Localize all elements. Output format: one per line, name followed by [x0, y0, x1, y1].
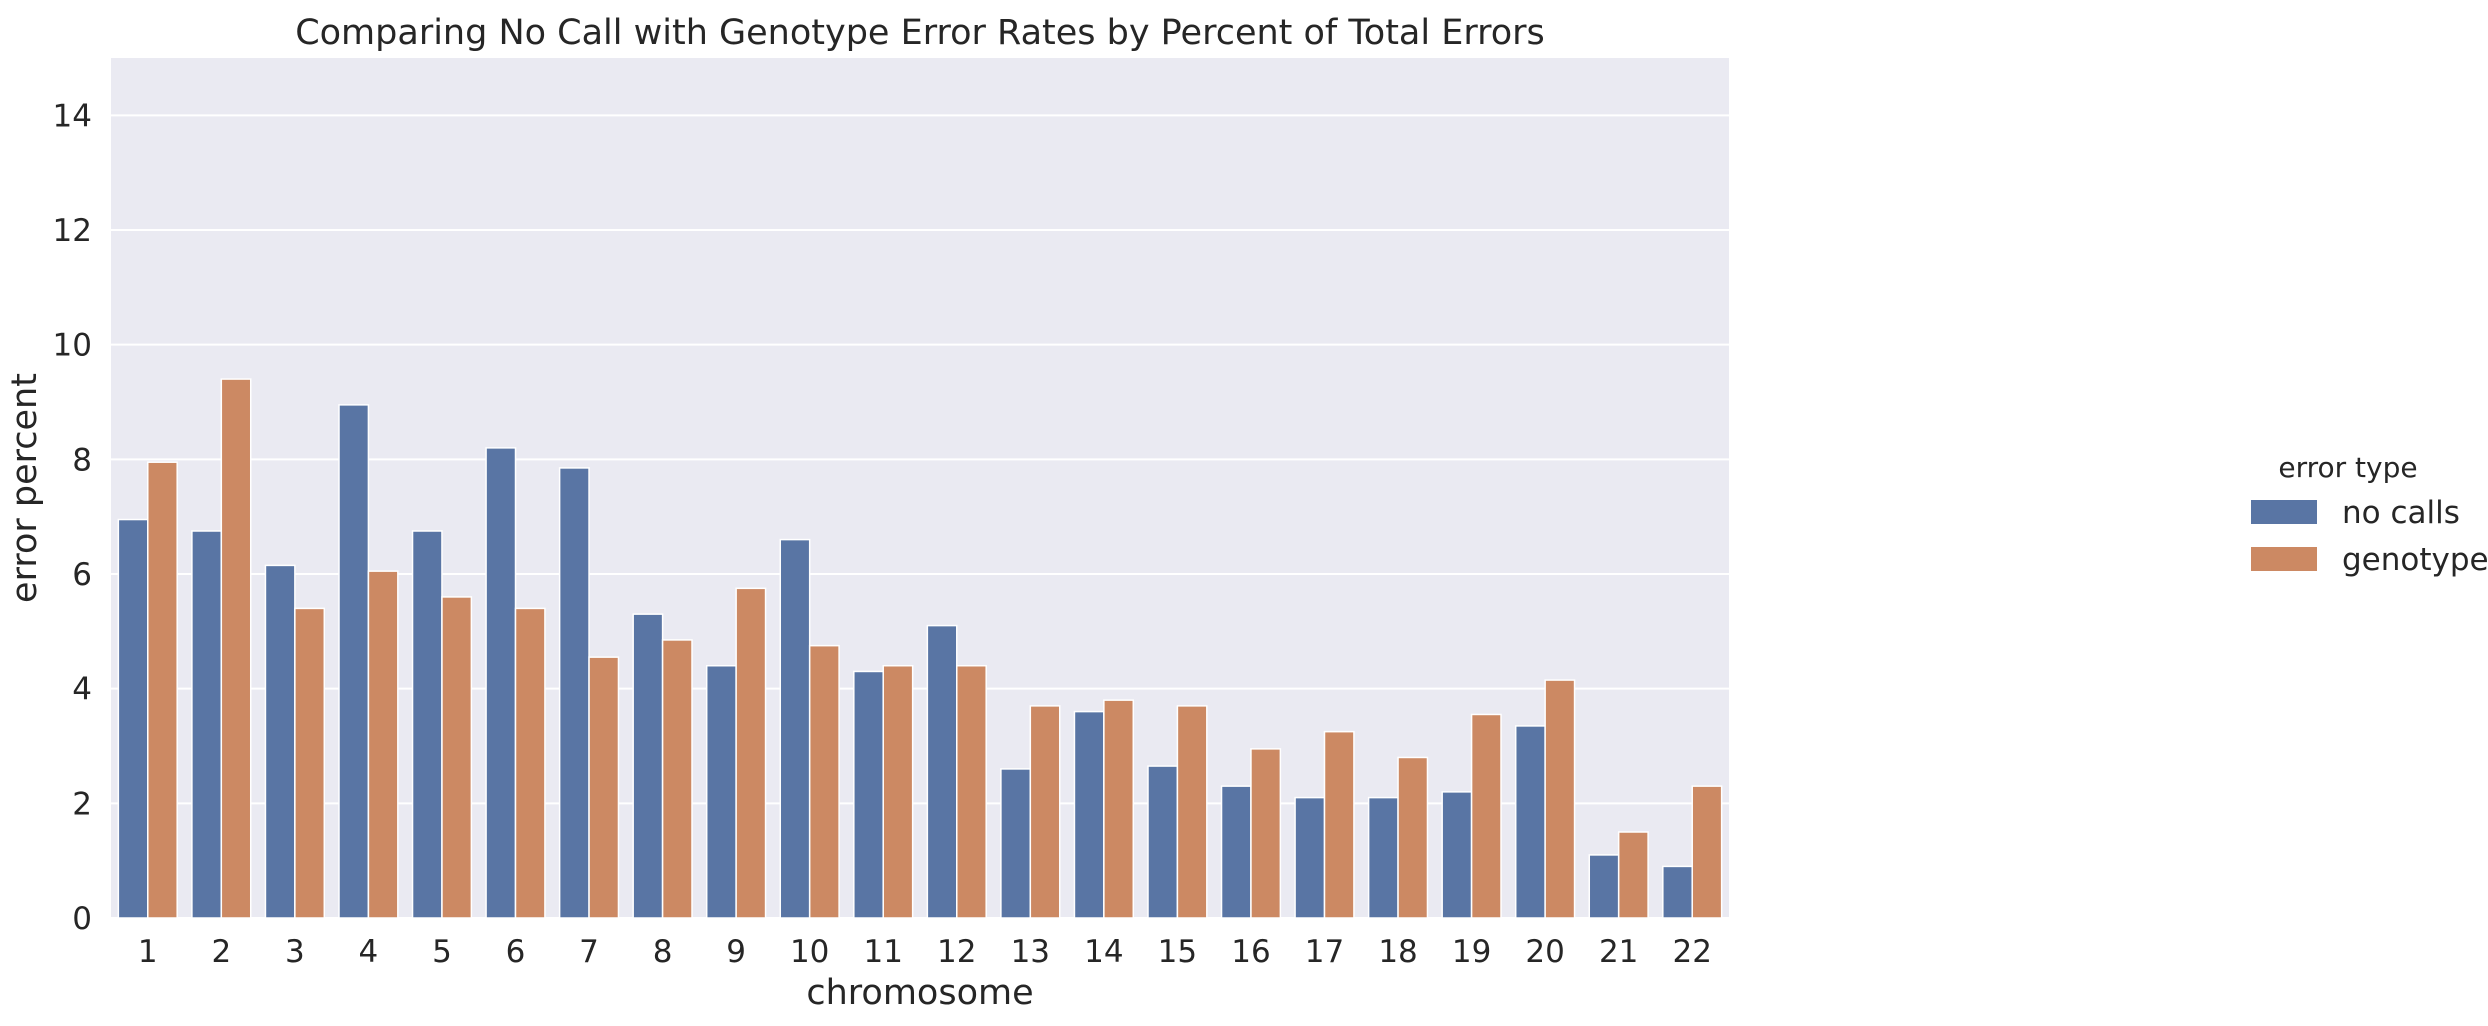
y-tick-label: 4 — [72, 672, 92, 708]
legend-label: genotype — [2342, 542, 2488, 578]
legend-label: no calls — [2342, 495, 2460, 531]
bar-no-calls-20 — [1514, 725, 1546, 919]
x-tick-label: 2 — [211, 934, 231, 970]
x-tick-label: 14 — [1084, 934, 1123, 970]
bar-no-calls-18 — [1367, 796, 1399, 919]
bar-genotype-11 — [882, 664, 914, 919]
bar-no-calls-19 — [1441, 791, 1473, 919]
bar-genotype-22 — [1691, 785, 1723, 919]
bar-no-calls-1 — [117, 518, 149, 919]
bar-no-calls-6 — [485, 447, 517, 919]
bar-genotype-16 — [1250, 748, 1282, 919]
y-tick-label: 2 — [72, 786, 92, 822]
x-tick-label: 8 — [653, 934, 673, 970]
bar-genotype-8 — [661, 639, 693, 919]
bar-genotype-14 — [1103, 699, 1135, 919]
x-tick-label: 11 — [864, 934, 903, 970]
bar-no-calls-12 — [926, 624, 958, 919]
bar-genotype-21 — [1617, 831, 1649, 919]
bar-no-calls-4 — [338, 404, 370, 919]
bar-no-calls-10 — [779, 538, 811, 919]
x-tick-label: 15 — [1158, 934, 1197, 970]
x-tick-label: 22 — [1673, 934, 1712, 970]
x-tick-label: 4 — [359, 934, 379, 970]
bar-no-calls-16 — [1220, 785, 1252, 919]
bar-no-calls-7 — [558, 467, 590, 919]
x-tick-label: 17 — [1305, 934, 1344, 970]
bar-genotype-6 — [514, 607, 546, 919]
bar-genotype-5 — [441, 596, 473, 919]
x-tick-label: 12 — [937, 934, 976, 970]
y-tick-label: 10 — [53, 328, 92, 364]
y-tick-label: 12 — [53, 213, 92, 249]
bar-no-calls-21 — [1588, 854, 1620, 919]
legend-title: error type — [2278, 451, 2417, 484]
bar-genotype-13 — [1029, 705, 1061, 919]
bar-genotype-7 — [588, 656, 620, 919]
bar-no-calls-5 — [411, 530, 443, 919]
x-axis-label: chromosome — [806, 973, 1033, 1013]
x-tick-label: 7 — [579, 934, 599, 970]
legend: error type no calls genotype — [2251, 451, 2488, 578]
y-axis-label: error percent — [5, 373, 45, 603]
bar-genotype-12 — [956, 664, 987, 919]
x-tick-label: 16 — [1231, 934, 1270, 970]
y-tick-label: 14 — [53, 98, 92, 134]
x-tick-label: 20 — [1525, 934, 1564, 970]
bar-no-calls-8 — [632, 613, 664, 919]
x-tick-label: 5 — [432, 934, 452, 970]
bar-genotype-4 — [367, 570, 399, 919]
bars — [117, 378, 1723, 919]
legend-swatch — [2251, 500, 2317, 524]
x-tick-label: 18 — [1378, 934, 1417, 970]
x-tick-label: 13 — [1011, 934, 1050, 970]
x-tick-label: 19 — [1452, 934, 1491, 970]
x-tick-label: 6 — [506, 934, 526, 970]
legend-swatch — [2251, 547, 2317, 571]
bar-genotype-10 — [808, 644, 840, 919]
x-tick-label: 10 — [790, 934, 829, 970]
bar-genotype-17 — [1323, 730, 1355, 919]
y-tick-label: 6 — [72, 557, 92, 593]
legend-items: no calls genotype — [2251, 495, 2488, 578]
x-tick-labels: 1 2 3 4 5 6 7 8 9 10 11 12 13 14 15 16 17 18 19 20 21 22 — [138, 934, 1712, 970]
bar-no-calls-17 — [1294, 796, 1326, 919]
bar-genotype-3 — [294, 607, 326, 919]
bar-no-calls-9 — [705, 664, 737, 919]
bar-genotype-15 — [1176, 705, 1208, 919]
bar-no-calls-3 — [264, 564, 296, 919]
x-tick-label: 21 — [1599, 934, 1638, 970]
bar-no-calls-14 — [1073, 710, 1105, 919]
bar-no-calls-15 — [1147, 765, 1179, 919]
y-tick-label: 8 — [72, 442, 92, 478]
y-tick-label: 0 — [72, 901, 92, 937]
bar-genotype-1 — [147, 461, 178, 919]
bar-no-calls-13 — [1000, 768, 1032, 919]
bar-no-calls-2 — [191, 530, 223, 919]
y-tick-labels: 0 2 4 6 8 10 12 14 — [53, 98, 92, 937]
bar-genotype-20 — [1544, 679, 1576, 919]
bar-no-calls-22 — [1662, 865, 1693, 919]
chart-title: Comparing No Call with Genotype Error Ra… — [295, 13, 1545, 53]
bar-genotype-18 — [1397, 756, 1429, 919]
x-tick-label: 1 — [138, 934, 158, 970]
bar-no-calls-11 — [853, 670, 884, 919]
bar-genotype-9 — [735, 587, 767, 919]
bar-genotype-19 — [1470, 713, 1502, 919]
x-tick-label: 9 — [726, 934, 746, 970]
bar-genotype-2 — [220, 378, 252, 919]
x-tick-label: 3 — [285, 934, 305, 970]
